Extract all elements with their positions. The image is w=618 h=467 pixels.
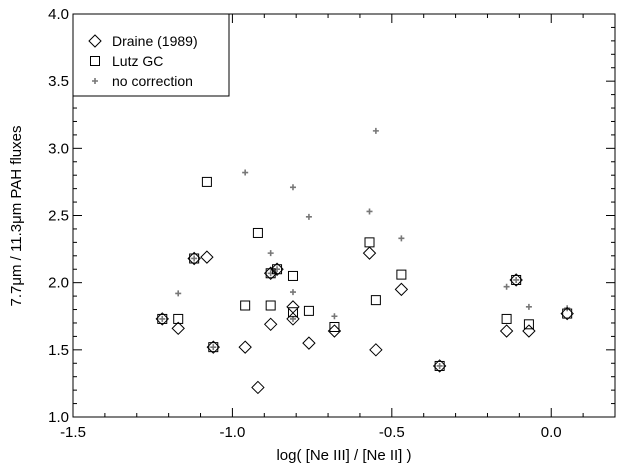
point-draine: [302, 336, 316, 350]
y-axis-label: 7.7μm / 11.3μm PAH fluxes: [8, 126, 25, 307]
point-lutz: [252, 227, 263, 238]
y-tick-label: 2.0: [48, 275, 69, 292]
legend-marker-draine: [88, 34, 102, 48]
legend: Draine (1989) Lutz GC no correction: [72, 13, 230, 97]
point-no-correction: [159, 315, 166, 322]
x-axis-label: log( [Ne III] / [Ne II] ): [276, 447, 411, 464]
point-no-correction: [175, 290, 182, 297]
x-tick-label: -0.5: [379, 424, 405, 441]
point-no-correction: [289, 289, 296, 296]
point-no-correction: [267, 250, 274, 257]
point-lutz: [396, 269, 407, 280]
point-no-correction: [513, 276, 520, 283]
point-no-correction: [436, 362, 443, 369]
x-tick-label: 0.0: [541, 424, 562, 441]
point-draine: [171, 321, 185, 336]
legend-markers: [88, 34, 102, 84]
point-draine: [499, 324, 514, 338]
point-lutz: [265, 300, 276, 311]
point-lutz: [287, 270, 298, 281]
point-no-correction: [372, 127, 379, 134]
point-draine: [251, 380, 265, 395]
x-tick-label: -1.5: [60, 424, 86, 441]
point-lutz: [272, 264, 283, 275]
point-lutz: [240, 300, 251, 311]
legend-marker-no-correction: [92, 78, 98, 84]
point-no-correction: [366, 208, 373, 215]
point-lutz: [562, 308, 573, 319]
point-lutz: [208, 342, 219, 353]
y-tick-label: 4.0: [48, 6, 69, 23]
point-lutz: [173, 313, 184, 324]
point-lutz: [157, 313, 168, 324]
x-tick-label: -1.0: [219, 424, 245, 441]
point-no-correction: [525, 303, 532, 310]
point-lutz: [501, 313, 512, 324]
point-lutz: [370, 295, 381, 306]
y-tick-label: 3.0: [48, 140, 69, 157]
point-draine: [200, 250, 214, 264]
point-draine: [263, 317, 278, 332]
y-tick-label: 2.5: [48, 208, 69, 225]
point-lutz: [303, 305, 314, 316]
point-draine: [362, 246, 377, 260]
point-lutz: [201, 176, 212, 187]
point-draine: [369, 343, 383, 357]
y-tick-label: 1.5: [48, 342, 69, 359]
point-no-correction: [305, 213, 312, 220]
point-no-correction: [191, 255, 198, 262]
legend-label-draine: Draine (1989): [112, 33, 198, 49]
point-no-correction: [242, 169, 249, 176]
point-lutz: [329, 321, 340, 332]
legend-label-lutz: Lutz GC: [112, 53, 163, 69]
point-lutz: [434, 360, 445, 371]
point-lutz: [189, 253, 200, 264]
legend-box: [72, 13, 230, 97]
point-no-correction: [503, 283, 510, 290]
point-no-correction: [331, 313, 338, 320]
y-tick-label: 1.0: [48, 409, 69, 426]
legend-label-no-correction: no correction: [112, 73, 193, 89]
point-lutz: [287, 307, 298, 318]
axis-tick-labels: -1.5 -1.0 -0.5 0.0 1.0 1.5 2.0 2.5 3.0 3.5 4.0: [48, 6, 562, 441]
point-no-correction: [398, 235, 405, 242]
point-draine: [394, 282, 409, 297]
point-lutz: [523, 319, 534, 330]
point-lutz: [364, 237, 375, 248]
point-draine: [238, 340, 252, 354]
point-lutz: [511, 274, 522, 285]
legend-marker-lutz: [90, 56, 100, 66]
point-no-correction: [210, 344, 217, 351]
point-no-correction: [289, 184, 296, 191]
data-points: [155, 127, 574, 395]
y-tick-label: 3.5: [48, 73, 69, 90]
